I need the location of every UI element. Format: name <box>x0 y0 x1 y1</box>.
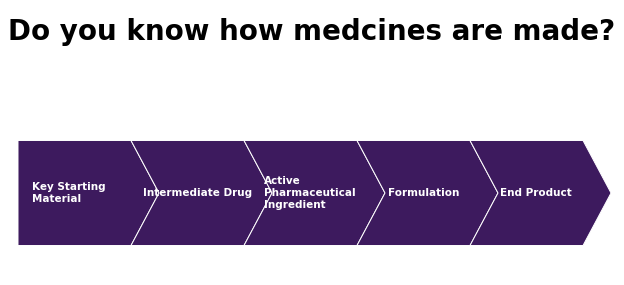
Polygon shape <box>470 141 611 245</box>
Text: Key Starting
Material: Key Starting Material <box>32 182 105 204</box>
Text: Formulation: Formulation <box>388 188 459 198</box>
Polygon shape <box>244 141 385 245</box>
Text: Active
Pharmaceutical
Ingredient: Active Pharmaceutical Ingredient <box>265 176 356 210</box>
Text: Do you know how medcines are made?: Do you know how medcines are made? <box>9 18 615 46</box>
Text: End Product: End Product <box>500 188 572 198</box>
Polygon shape <box>18 141 159 245</box>
Polygon shape <box>131 141 272 245</box>
Polygon shape <box>357 141 498 245</box>
Text: Intermediate Drug: Intermediate Drug <box>143 188 252 198</box>
